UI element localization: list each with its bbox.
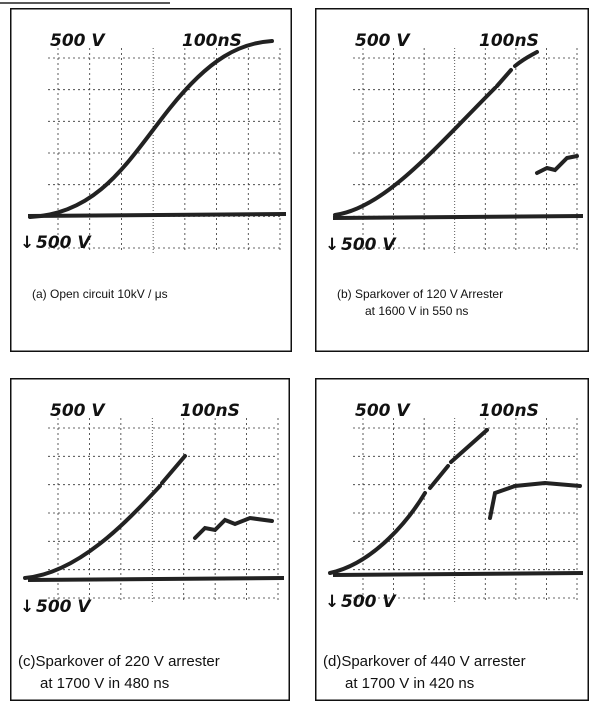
- volts-label: 500 V: [50, 31, 106, 51]
- signal-trace: [195, 518, 272, 538]
- baseline-trace: [333, 573, 583, 575]
- signal-trace: [515, 52, 537, 66]
- signal-trace: [335, 88, 495, 215]
- time-label: 100nS: [479, 401, 539, 421]
- signal-trace: [497, 70, 511, 86]
- time-label: 100nS: [479, 31, 539, 51]
- caption-line: (d)Sparkover of 440 V arrester: [323, 653, 526, 670]
- volts-label: 500 V: [355, 31, 411, 51]
- ref-label: 500 V: [36, 233, 92, 253]
- ref-label: 500 V: [341, 235, 397, 255]
- volts-label: 500 V: [355, 401, 411, 421]
- signal-trace: [25, 486, 160, 578]
- caption-line: (a) Open circuit 10kV / μs: [32, 287, 168, 301]
- caption-line: (b) Sparkover of 120 V Arrester: [337, 287, 503, 301]
- time-label: 100nS: [180, 401, 240, 421]
- baseline-trace: [28, 578, 284, 580]
- figure: 500 V100nS↓500 V(a) Open circuit 10kV / …: [0, 0, 590, 702]
- caption-line: (c)Sparkover of 220 V arrester: [18, 653, 220, 670]
- volts-label: 500 V: [50, 401, 106, 421]
- signal-trace: [451, 430, 487, 462]
- time-label: 100nS: [182, 31, 242, 51]
- ref-label: 500 V: [341, 592, 397, 612]
- caption-line: at 1700 V in 420 ns: [345, 675, 474, 692]
- ref-arrow: ↓: [20, 597, 34, 617]
- signal-trace: [30, 41, 272, 217]
- ref-arrow: ↓: [325, 235, 339, 255]
- baseline-trace: [28, 214, 286, 216]
- ref-label: 500 V: [36, 597, 92, 617]
- baseline-trace: [333, 216, 583, 218]
- caption-line: at 1600 V in 550 ns: [365, 304, 468, 318]
- ref-arrow: ↓: [20, 233, 34, 253]
- signal-trace: [537, 156, 577, 173]
- caption-line: at 1700 V in 480 ns: [40, 675, 169, 692]
- ref-arrow: ↓: [325, 592, 339, 612]
- signal-trace: [330, 493, 425, 573]
- signal-trace: [162, 456, 185, 483]
